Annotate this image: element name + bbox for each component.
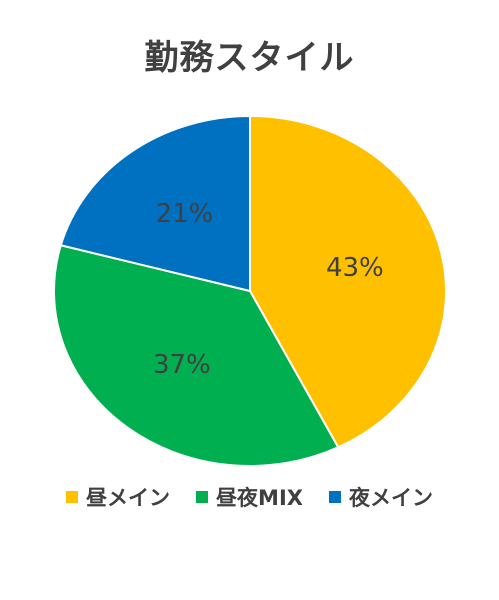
legend-label: 昼メイン — [86, 486, 171, 510]
legend-swatch — [66, 491, 79, 503]
legend-label: 昼夜MIX — [216, 486, 303, 510]
pie-slice-yoru-main — [59, 114, 251, 293]
legend: 昼メイン 昼夜MIX 夜メイン — [0, 482, 499, 512]
legend-item-yoru-main: 夜メイン — [328, 482, 433, 512]
legend-label: 夜メイン — [348, 486, 433, 510]
legend-swatch — [196, 491, 209, 503]
pie-slice-hiruyoru-mix — [53, 244, 340, 467]
legend-item-hiru-main: 昼メイン — [66, 482, 170, 512]
legend-swatch — [328, 491, 341, 503]
data-label: 37% — [153, 350, 211, 380]
data-label: 21% — [156, 199, 214, 229]
pie-slice-hiru-main — [249, 114, 447, 449]
chart-title: 勤務スタイル — [144, 38, 355, 78]
legend-item-hiruyoru-mix: 昼夜MIX — [196, 482, 303, 512]
data-label: 43% — [326, 253, 384, 283]
